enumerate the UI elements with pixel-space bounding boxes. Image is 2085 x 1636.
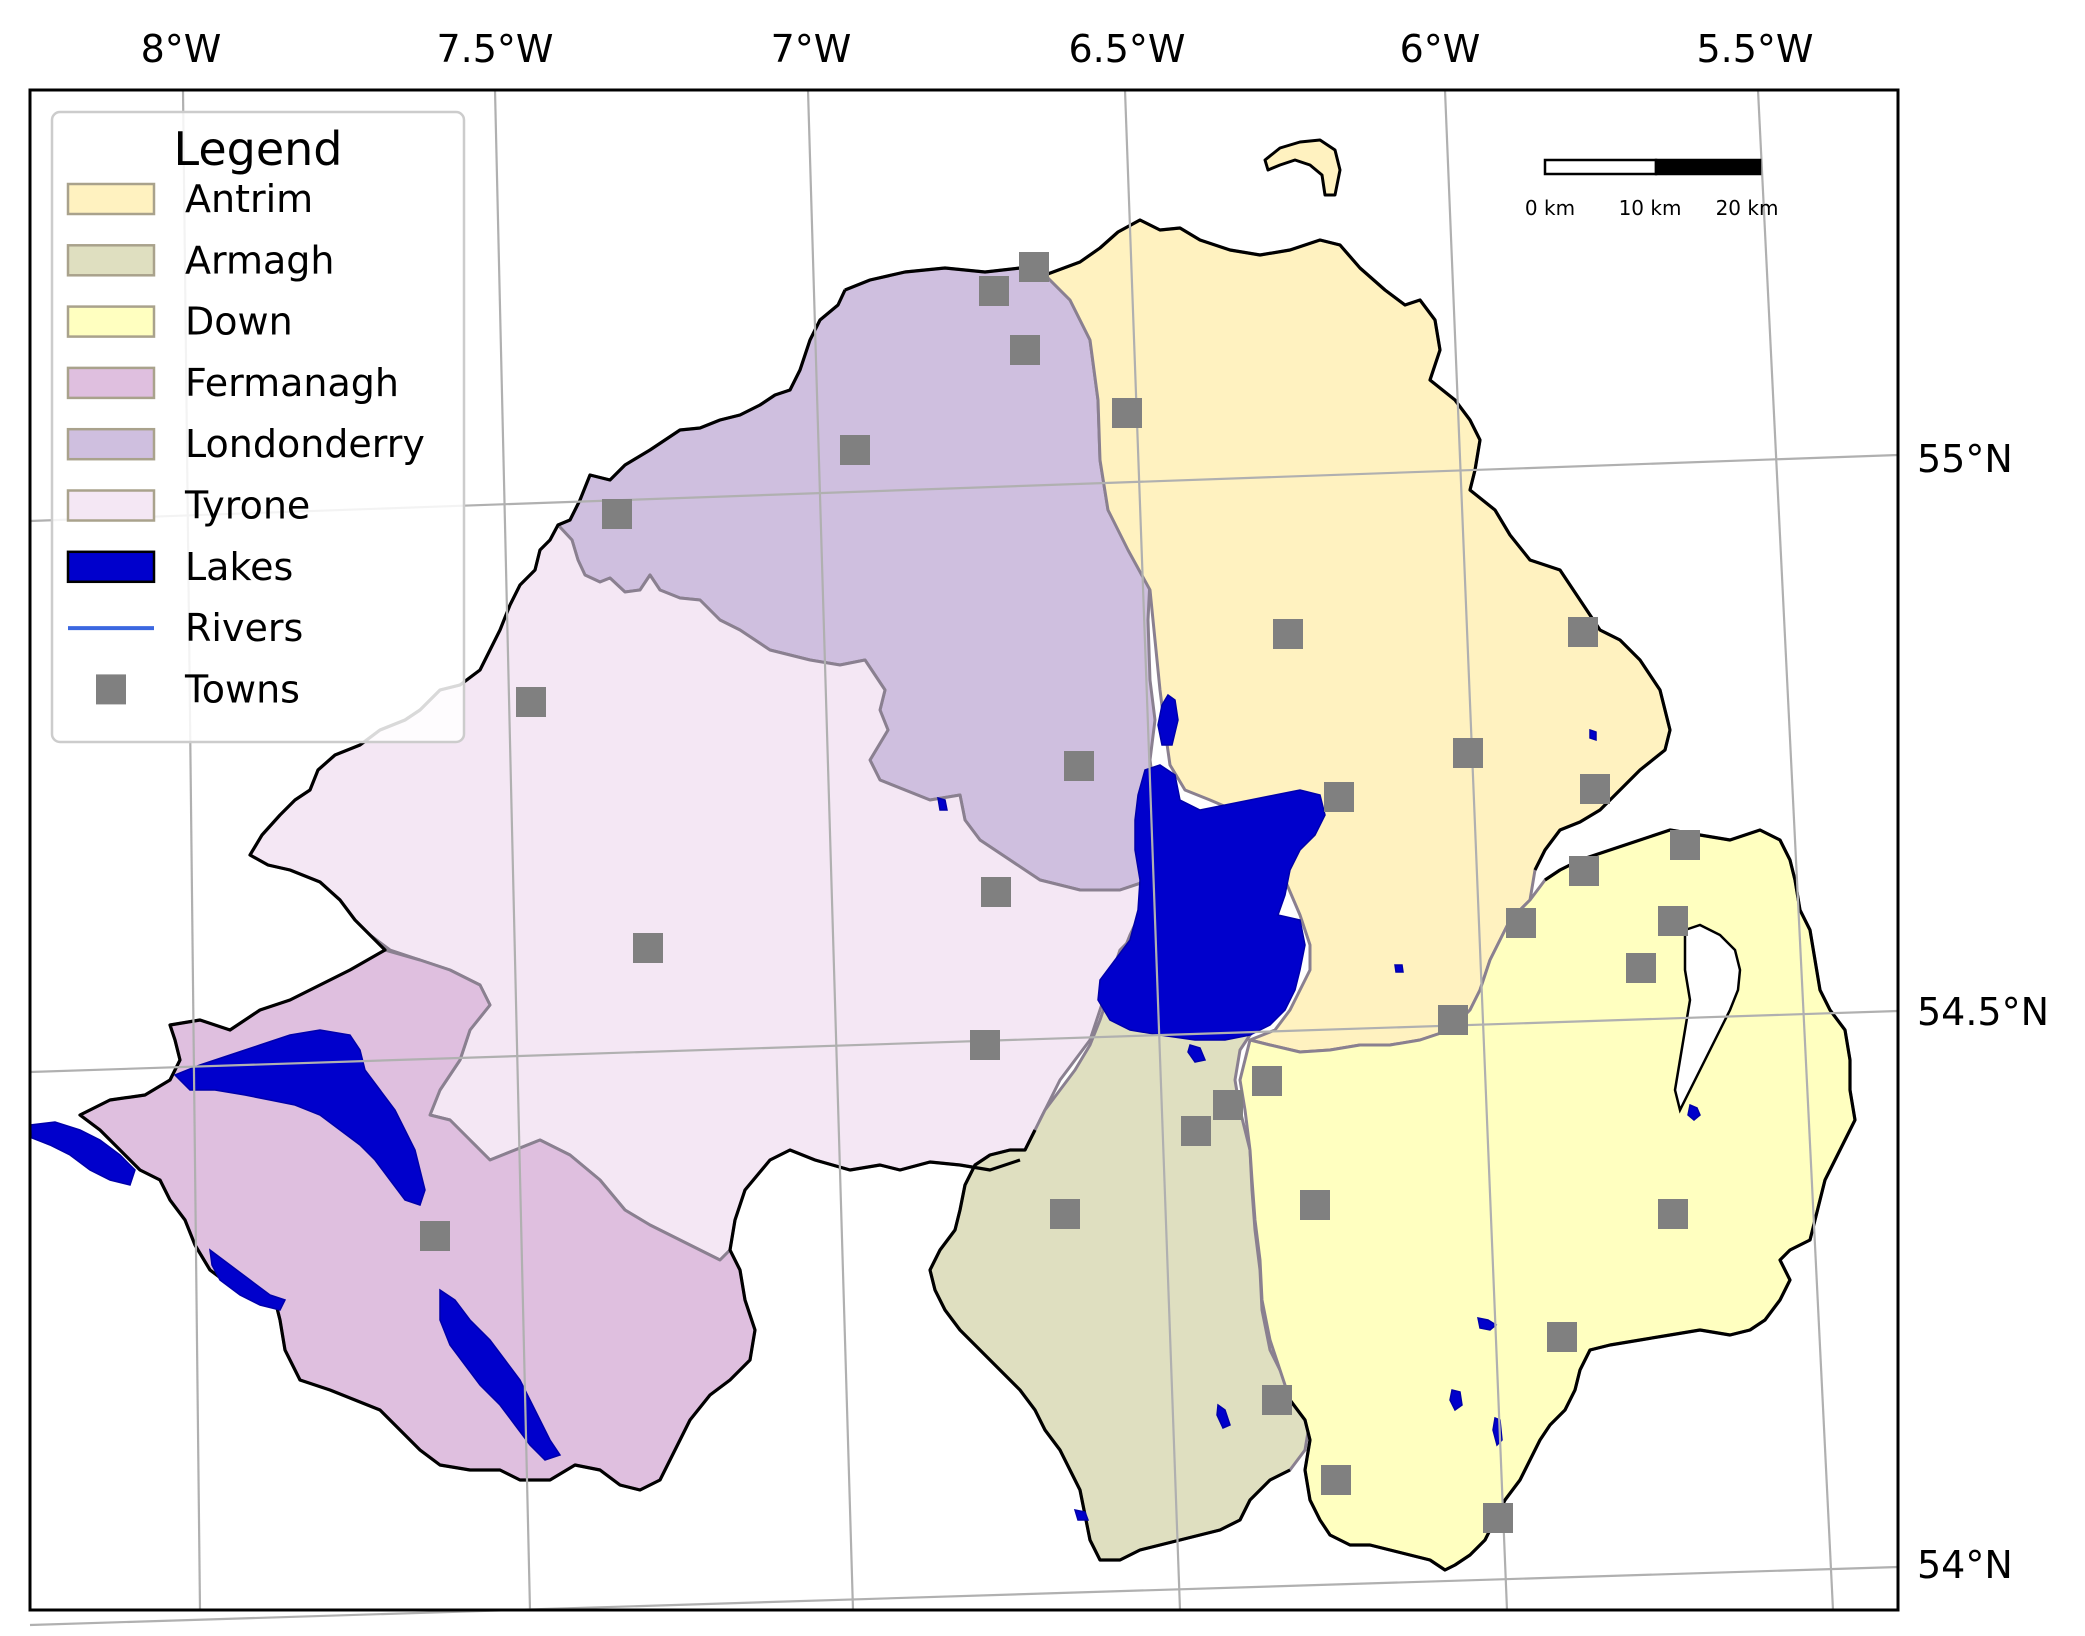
town-marker bbox=[1580, 774, 1610, 804]
town-marker bbox=[1262, 1385, 1292, 1415]
town-marker bbox=[1670, 830, 1700, 860]
lake-tyrone-1 bbox=[938, 798, 947, 810]
scale-bar-black bbox=[1656, 160, 1760, 174]
scale-label-20: 20 km bbox=[1716, 196, 1779, 220]
town-marker bbox=[970, 1030, 1000, 1060]
legend-title: Legend bbox=[174, 122, 343, 176]
legend-swatch-tyrone bbox=[68, 491, 154, 521]
town-marker bbox=[633, 933, 663, 963]
town-marker bbox=[1050, 1199, 1080, 1229]
legend-label-londonderry: Londonderry bbox=[185, 422, 425, 466]
parallel-54n bbox=[30, 1567, 1898, 1625]
town-marker bbox=[1438, 1005, 1468, 1035]
legend-swatch-londonderry bbox=[68, 429, 154, 459]
lat-tick-label: 54.5°N bbox=[1917, 990, 2049, 1034]
town-marker bbox=[1626, 953, 1656, 983]
town-marker bbox=[1181, 1116, 1211, 1146]
town-marker bbox=[420, 1221, 450, 1251]
legend-label-towns: Towns bbox=[184, 667, 300, 711]
town-marker bbox=[1658, 1199, 1688, 1229]
legend-label-fermanagh: Fermanagh bbox=[185, 361, 399, 405]
legend-swatch-lakes bbox=[68, 552, 154, 582]
legend-swatch-fermanagh bbox=[68, 368, 154, 398]
legend-swatch-towns bbox=[96, 674, 126, 704]
lat-tick-label: 54°N bbox=[1917, 1543, 2013, 1587]
lon-tick-label: 6.5°W bbox=[1068, 27, 1185, 71]
town-marker bbox=[1568, 617, 1598, 647]
lon-tick-labels: 8°W 7.5°W 7°W 6.5°W 6°W 5.5°W bbox=[141, 27, 1814, 71]
town-marker bbox=[1569, 856, 1599, 886]
town-marker bbox=[1019, 252, 1049, 282]
scale-label-0: 0 km bbox=[1525, 196, 1575, 220]
lake-antrim-2 bbox=[1395, 965, 1403, 972]
legend-label-down: Down bbox=[185, 300, 293, 344]
scale-label-10: 10 km bbox=[1619, 196, 1682, 220]
legend: Legend Antrim Armagh Down Fermanagh Londonde… bbox=[52, 112, 464, 742]
legend-swatch-antrim bbox=[68, 184, 154, 214]
town-marker bbox=[1324, 782, 1354, 812]
lon-tick-label: 8°W bbox=[141, 27, 222, 71]
lon-tick-label: 5.5°W bbox=[1696, 27, 1813, 71]
scale-bar-white bbox=[1545, 160, 1656, 174]
legend-label-tyrone: Tyrone bbox=[184, 484, 310, 528]
town-marker bbox=[1252, 1066, 1282, 1096]
town-marker bbox=[979, 276, 1009, 306]
lat-tick-label: 55°N bbox=[1917, 437, 2013, 481]
town-marker bbox=[1547, 1322, 1577, 1352]
town-marker bbox=[1453, 738, 1483, 768]
lon-tick-label: 6°W bbox=[1400, 27, 1481, 71]
town-marker bbox=[840, 435, 870, 465]
lon-tick-label: 7.5°W bbox=[436, 27, 553, 71]
lake-antrim-1 bbox=[1590, 730, 1596, 740]
lat-tick-labels: 55°N 54.5°N 54°N bbox=[1917, 437, 2049, 1587]
lon-tick-label: 7°W bbox=[771, 27, 852, 71]
town-marker bbox=[1273, 619, 1303, 649]
town-marker bbox=[516, 687, 546, 717]
town-marker bbox=[1483, 1503, 1513, 1533]
legend-label-lakes: Lakes bbox=[185, 545, 293, 589]
legend-label-rivers: Rivers bbox=[185, 606, 303, 650]
town-marker bbox=[602, 499, 632, 529]
legend-swatch-down bbox=[68, 307, 154, 337]
town-marker bbox=[1112, 398, 1142, 428]
scale-bar: 0 km 10 km 20 km bbox=[1525, 160, 1779, 220]
town-marker bbox=[1506, 908, 1536, 938]
legend-label-antrim: Antrim bbox=[185, 177, 313, 221]
county-antrim-rathlin bbox=[1265, 140, 1340, 195]
legend-label-armagh: Armagh bbox=[185, 238, 334, 282]
town-marker bbox=[1321, 1465, 1351, 1495]
town-marker bbox=[1064, 751, 1094, 781]
town-marker bbox=[1010, 335, 1040, 365]
town-marker bbox=[1213, 1090, 1243, 1120]
legend-swatch-armagh bbox=[68, 245, 154, 275]
town-marker bbox=[1658, 906, 1688, 936]
town-marker bbox=[981, 877, 1011, 907]
town-marker bbox=[1300, 1190, 1330, 1220]
